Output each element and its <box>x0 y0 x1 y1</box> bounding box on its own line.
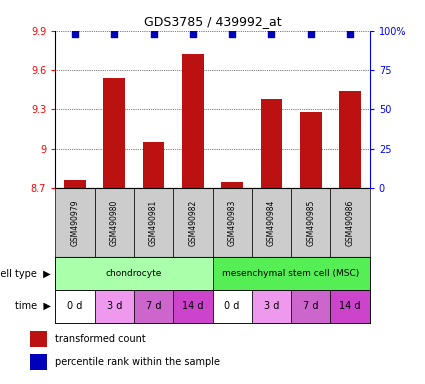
Bar <box>173 290 212 323</box>
Bar <box>252 188 291 257</box>
Point <box>190 31 196 37</box>
Text: GSM490983: GSM490983 <box>228 200 237 246</box>
Text: GSM490981: GSM490981 <box>149 200 158 246</box>
Title: GDS3785 / 439992_at: GDS3785 / 439992_at <box>144 15 281 28</box>
Text: 14 d: 14 d <box>182 301 204 311</box>
Bar <box>30 331 47 347</box>
Point <box>150 31 157 37</box>
Bar <box>331 290 370 323</box>
Text: time  ▶: time ▶ <box>15 301 51 311</box>
Bar <box>331 188 370 257</box>
Bar <box>30 354 47 370</box>
Text: 0 d: 0 d <box>67 301 82 311</box>
Text: GSM490985: GSM490985 <box>306 200 315 246</box>
Text: 3 d: 3 d <box>264 301 279 311</box>
Text: 0 d: 0 d <box>224 301 240 311</box>
Text: GSM490986: GSM490986 <box>346 200 354 246</box>
Text: mesenchymal stem cell (MSC): mesenchymal stem cell (MSC) <box>223 269 360 278</box>
Text: 7 d: 7 d <box>303 301 318 311</box>
Point <box>229 31 235 37</box>
Bar <box>212 257 370 290</box>
Text: 7 d: 7 d <box>146 301 161 311</box>
Text: GSM490982: GSM490982 <box>188 200 197 246</box>
Bar <box>300 112 322 188</box>
Text: 14 d: 14 d <box>339 301 361 311</box>
Bar <box>143 142 164 188</box>
Text: percentile rank within the sample: percentile rank within the sample <box>55 358 220 367</box>
Bar <box>252 290 291 323</box>
Point <box>347 31 354 37</box>
Text: cell type  ▶: cell type ▶ <box>0 268 51 279</box>
Bar <box>55 257 212 290</box>
Bar <box>212 188 252 257</box>
Bar <box>55 290 94 323</box>
Bar <box>64 180 86 188</box>
Text: GSM490984: GSM490984 <box>267 200 276 246</box>
Text: 3 d: 3 d <box>107 301 122 311</box>
Bar <box>103 78 125 188</box>
Bar <box>221 182 243 188</box>
Text: GSM490980: GSM490980 <box>110 200 119 246</box>
Text: transformed count: transformed count <box>55 334 146 344</box>
Point <box>111 31 118 37</box>
Text: GSM490979: GSM490979 <box>71 199 79 246</box>
Bar <box>94 290 134 323</box>
Text: chondrocyte: chondrocyte <box>106 269 162 278</box>
Bar <box>212 290 252 323</box>
Bar <box>134 188 173 257</box>
Point <box>71 31 78 37</box>
Bar <box>261 99 282 188</box>
Bar <box>291 290 331 323</box>
Bar <box>94 188 134 257</box>
Bar <box>291 188 331 257</box>
Bar <box>182 54 204 188</box>
Bar <box>55 188 94 257</box>
Bar <box>339 91 361 188</box>
Point <box>268 31 275 37</box>
Point <box>307 31 314 37</box>
Bar <box>173 188 212 257</box>
Bar <box>134 290 173 323</box>
